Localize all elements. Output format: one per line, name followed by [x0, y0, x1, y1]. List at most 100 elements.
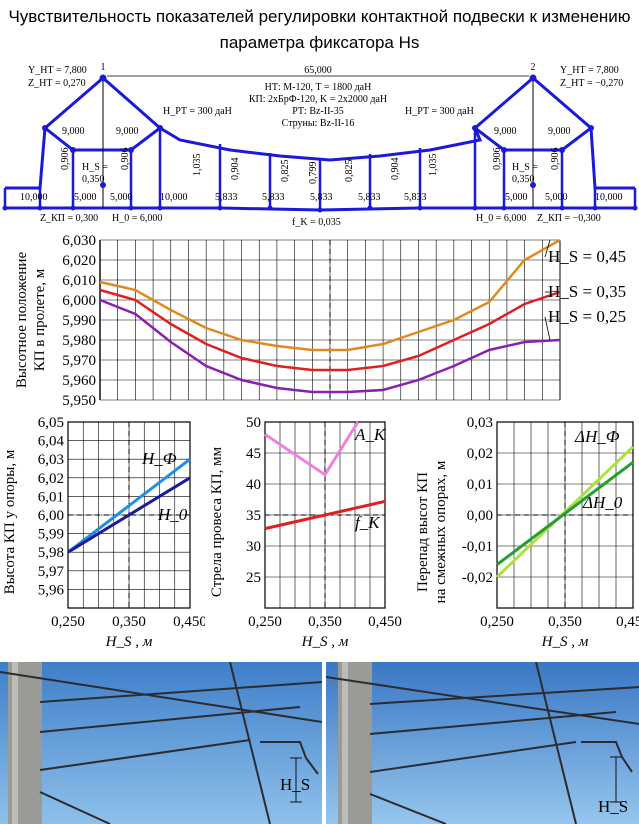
xtick-label: 0,250 [51, 614, 85, 630]
ytick-label: 5,98 [38, 545, 64, 561]
catenary-diagram: 1 2 65,000 Y_НТ = 7,800 Z_НТ = 0,270 Y_Н… [2, 62, 638, 228]
series-label-1: f_К [355, 513, 381, 532]
z-nt-right: Z_НТ = −0,270 [560, 78, 623, 89]
chart-height-difference: Перепад высот КП на смежных опорах, м 0,… [415, 415, 639, 650]
dim-10000-right: 10,000 [595, 192, 623, 203]
ytick-label: 50 [246, 415, 261, 431]
y-nt-right: Y_НТ = 7,800 [560, 65, 619, 76]
series-label-1: H_0 [157, 505, 188, 524]
dropper-length-11: 0,906 [550, 148, 561, 171]
xtick-label: 0,450 [173, 614, 205, 630]
dim-5833-4: 5,833 [358, 192, 381, 203]
ytick-label: 35 [246, 508, 261, 524]
messenger-wire [5, 76, 635, 190]
main-ytick-label: 6,010 [62, 273, 96, 289]
hrt-left: H_РТ = 300 даН [163, 106, 232, 117]
info-line-1: НТ: М-120, T = 1800 даН [265, 82, 372, 93]
xlabel: H_S , м [541, 634, 589, 650]
dim-10000-left: 10,000 [20, 192, 48, 203]
info-line-4: Струны: Bz-II-16 [282, 118, 355, 129]
dropper-length-8: 0,904 [390, 158, 401, 181]
ytick-label: 6,01 [38, 489, 64, 505]
stitch-wire-left [44, 126, 161, 152]
ytick-label: 6,04 [38, 434, 65, 450]
series-1 [67, 476, 191, 554]
h0-left: H_0 = 6,000 [112, 213, 162, 224]
h0-right: H_0 = 6,000 [476, 213, 526, 224]
xtick-label: 0,350 [548, 614, 582, 630]
xtick-label: 0,450 [616, 614, 639, 630]
xtick-label: 0,250 [480, 614, 514, 630]
hs-left-value: 0,350 [82, 174, 105, 185]
dim-9000-3: 9,000 [494, 126, 517, 137]
chart-kp-height-at-support: Высота КП у опоры, м 6,05 6,04 6,03 6,02 6,0… [2, 415, 205, 650]
ytick-label: 25 [246, 570, 261, 586]
ytick-label: 0,03 [467, 415, 493, 431]
fk-label: f_K = 0,035 [292, 217, 341, 228]
dropper-length-3: 1,035 [192, 154, 203, 177]
dim-9000-1: 9,000 [62, 126, 85, 137]
main-legend-2: H_S = 0,25 [548, 307, 626, 326]
xtick-label: 0,350 [112, 614, 146, 630]
main-ytick-label: 5,950 [62, 393, 96, 409]
dim-10000-mid: 10,000 [160, 192, 188, 203]
hs-right-value: 0,350 [512, 174, 535, 185]
main-series-0 [99, 238, 561, 352]
main-ylabel-line2: КП в пролете, м [32, 268, 48, 371]
ytick-label: -0,02 [462, 570, 493, 586]
photo-left-illustration: H_S [0, 662, 322, 824]
ytick-label: 5,99 [38, 527, 64, 543]
photo-right-illustration: H_S [326, 662, 639, 824]
dropper-length-2: 0,906 [120, 148, 131, 171]
main-legend-leader-2 [544, 316, 551, 341]
z-kp-right: Z_КП = −0,300 [537, 213, 601, 224]
photo-right-hs-label: H_S [598, 797, 628, 816]
dim-9000-4: 9,000 [548, 126, 571, 137]
ytick-label: 30 [246, 539, 261, 555]
info-line-3: РТ: Bz-II-35 [292, 106, 344, 117]
series-1 [264, 499, 386, 531]
y-nt-left: Y_НТ = 7,800 [28, 65, 87, 76]
main-ytick-label: 5,980 [62, 333, 96, 349]
dim-5833-1: 5,833 [215, 192, 238, 203]
series-0 [264, 421, 360, 477]
main-series-1 [99, 288, 561, 372]
dim-5000-1: 5,000 [74, 192, 97, 203]
photo-right: H_S [326, 662, 639, 824]
ytick-label: -0,01 [462, 539, 493, 555]
z-nt-left: Z_НТ = 0,270 [28, 78, 86, 89]
main-legend-1: H_S = 0,35 [548, 282, 626, 301]
dropper-length-4: 0,904 [230, 158, 241, 181]
main-ytick-label: 5,990 [62, 313, 96, 329]
ytick-label: 6,00 [38, 508, 64, 524]
ytick-label: 5,97 [38, 564, 65, 580]
xtick-label: 0,350 [308, 614, 342, 630]
xtick-label: 0,250 [248, 614, 282, 630]
main-ylabel-line1: Высотное положение [14, 252, 30, 389]
xtick-label: 0,450 [368, 614, 402, 630]
dim-5833-3: 5,833 [310, 192, 333, 203]
main-ytick-label: 6,030 [62, 233, 96, 249]
dropper-length-10: 0,906 [492, 148, 503, 171]
support-right-number: 2 [531, 62, 536, 73]
main-ytick-label: 5,960 [62, 373, 96, 389]
dim-9000-2: 9,000 [116, 126, 139, 137]
chart-c-ylabel-line1: Перепад высот КП [415, 472, 431, 592]
hrt-right: H_РТ = 300 даН [405, 106, 474, 117]
hs-right-label: H_S = [512, 162, 538, 173]
chart-a-ylabel: Высота КП у опоры, м [2, 449, 18, 594]
support-left-number: 1 [101, 62, 106, 73]
series-label-0: H_Ф [141, 449, 177, 468]
ytick-label: 0,00 [467, 508, 493, 524]
ytick-label: 45 [246, 446, 261, 462]
dropper-length-7: 0,825 [344, 160, 355, 183]
span-length: 65,000 [304, 65, 332, 76]
chart-span-height: Высотное положение КП в пролете, м 6,030… [14, 233, 626, 409]
z-kp-left: Z_КП = 0,300 [40, 213, 98, 224]
page-title: Чувствительность показателей регулировки… [8, 7, 631, 52]
series-label-0: ΔH_Ф [574, 427, 620, 446]
main-series-2 [99, 298, 561, 394]
main-legend-0: H_S = 0,45 [548, 247, 626, 266]
photo-left: H_S [0, 662, 322, 824]
ytick-label: 6,02 [38, 471, 64, 487]
